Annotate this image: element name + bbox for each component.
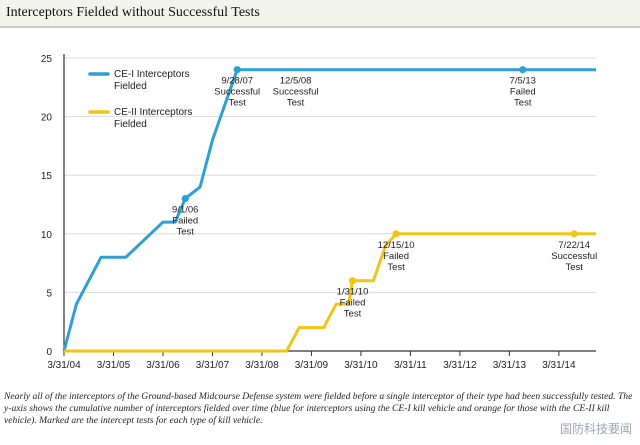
x-tick-label: 3/31/04 — [47, 360, 81, 371]
test-label: Test — [228, 98, 246, 109]
series-line-ce-i — [62, 68, 596, 352]
y-tick-label: 0 — [46, 347, 52, 358]
test-label: 9/1/06 — [172, 205, 198, 216]
x-tick-label: 3/31/11 — [394, 360, 427, 371]
test-label: 9/28/07 — [221, 76, 253, 87]
test-marker — [570, 230, 578, 238]
test-marker — [392, 230, 400, 238]
x-tick-label: 3/31/07 — [196, 360, 230, 371]
y-tick-label: 10 — [41, 230, 53, 241]
test-marker — [233, 66, 241, 74]
test-label: Test — [344, 309, 362, 320]
x-tick-label: 3/31/13 — [493, 360, 527, 371]
test-label: 7/22/14 — [558, 240, 590, 251]
y-tick-label: 25 — [41, 54, 53, 65]
test-marker — [519, 66, 527, 74]
y-tick-label: 20 — [41, 113, 53, 124]
series-line-ce-ii — [64, 232, 596, 353]
x-tick-label: 3/31/05 — [97, 360, 131, 371]
y-tick-label: 15 — [41, 171, 53, 182]
x-tick-label: 3/31/12 — [443, 360, 477, 371]
test-label: 1/31/10 — [337, 287, 369, 298]
x-tick-label: 3/31/06 — [146, 360, 180, 371]
test-label: Test — [287, 98, 305, 109]
watermark: 国防科技要闻 — [559, 422, 632, 436]
test-label: Failed — [383, 251, 409, 262]
test-label: Successful — [214, 87, 260, 98]
test-label: Failed — [340, 298, 366, 309]
x-tick-label: 3/31/09 — [295, 360, 329, 371]
test-label: Test — [566, 262, 584, 273]
title-bar: Interceptors Fielded without Successful … — [0, 0, 640, 28]
legend-label: CE-II Interceptors — [114, 107, 192, 118]
chart-caption: Nearly all of the interceptors of the Gr… — [4, 391, 633, 426]
legend-label: CE-I Interceptors — [114, 69, 190, 80]
chart-title: Interceptors Fielded without Successful … — [6, 5, 260, 20]
test-label: Failed — [172, 216, 198, 227]
chart: 0 5 10 15 20 25 3/31/04 3/31/05 3/31/06 3/31/07 3/… — [41, 54, 597, 371]
x-tick-label: 3/31/10 — [344, 360, 378, 371]
test-marker — [181, 195, 189, 203]
test-label: Test — [177, 227, 195, 238]
legend-label: Fielded — [114, 81, 147, 92]
test-label: Test — [387, 262, 405, 273]
legend-label: Fielded — [114, 119, 147, 130]
test-marker — [348, 277, 357, 285]
y-tick-label: 5 — [46, 288, 52, 299]
test-label: 12/15/10 — [378, 240, 415, 251]
test-label: Successful — [273, 87, 319, 98]
x-tick-label: 3/31/14 — [542, 360, 576, 371]
test-label: Test — [514, 98, 532, 109]
x-tick-label: 3/31/08 — [245, 360, 279, 371]
test-label: 12/5/08 — [280, 76, 312, 87]
test-label: Failed — [510, 87, 536, 98]
test-label: 7/5/13 — [510, 76, 536, 87]
test-label: Successful — [551, 251, 597, 262]
